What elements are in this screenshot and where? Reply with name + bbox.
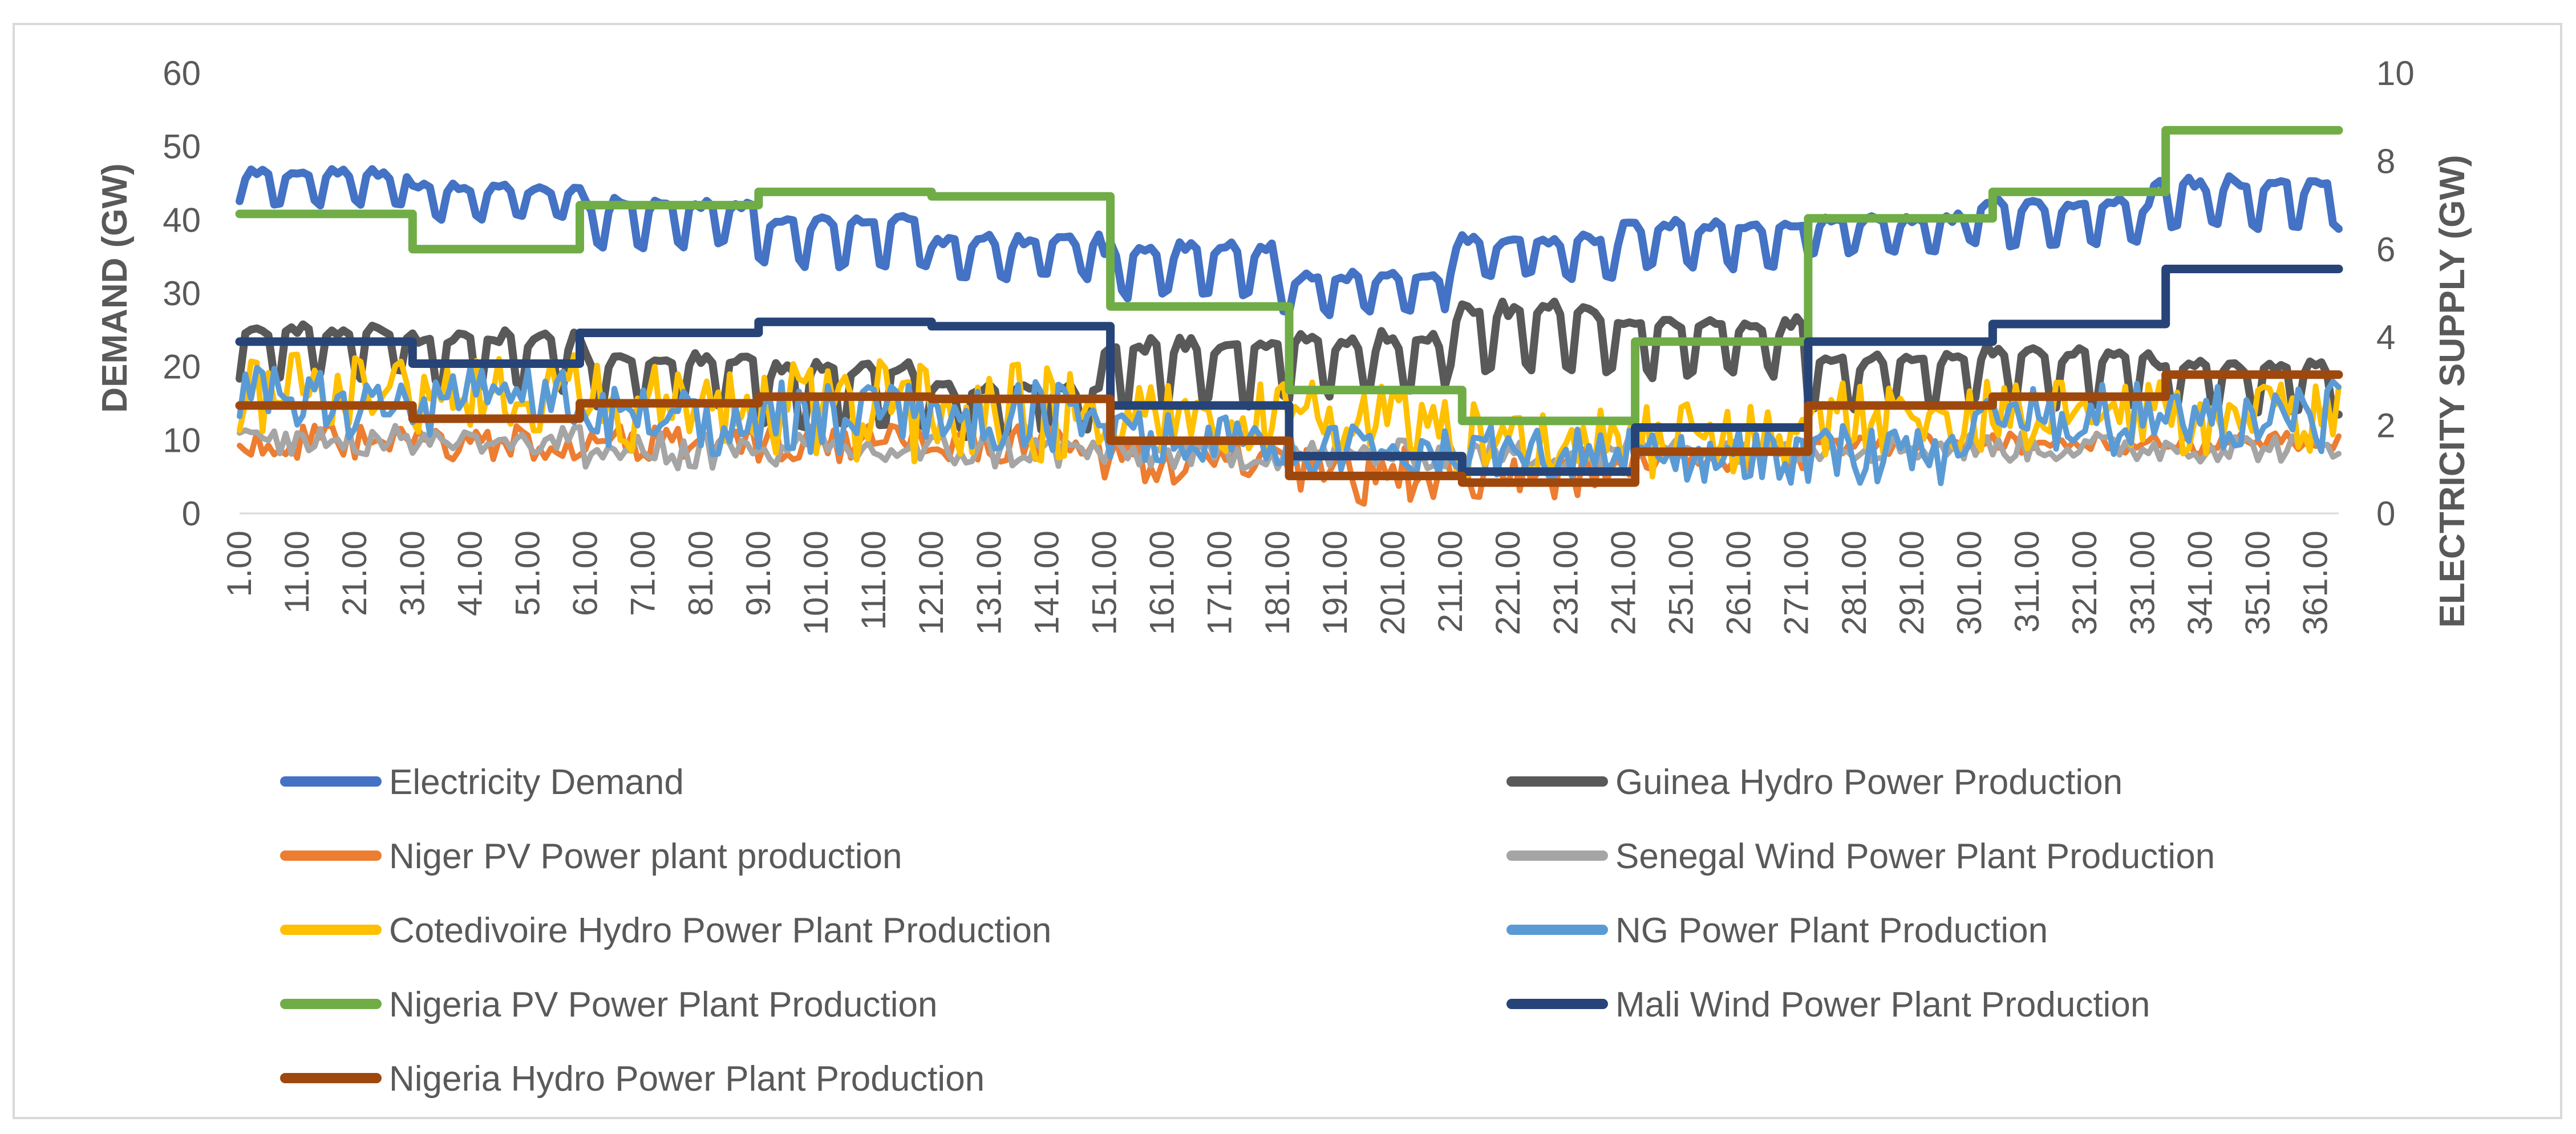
series-line-mali-wind-power-plant-production [235,265,2343,476]
x-tick-label: 161.00 [1143,530,1181,635]
y-left-tick-label: 30 [163,274,201,313]
series-line-nigeria-pv-power-plant-production [235,125,2343,426]
x-tick-label: 171.00 [1201,530,1239,635]
x-tick-label: 111.00 [854,530,893,630]
y-left-tick-label: 50 [163,128,201,166]
y-axis-left-title: DEMAND (GW) [95,163,135,412]
x-tick-label: 311.00 [2008,530,2046,633]
x-tick-label: 51.00 [508,530,546,616]
x-tick-label: 191.00 [1316,530,1354,635]
x-tick-label: 41.00 [451,530,489,616]
x-tick-label: 361.00 [2296,530,2335,635]
y-left-tick-label: 0 [182,495,201,533]
series-layer [235,125,2343,507]
y-left-tick-label: 60 [163,54,201,92]
x-tick-label: 131.00 [970,530,1008,635]
legend-label: Niger PV Power plant production [389,837,902,876]
series-line-guinea-hydro-power-production [236,297,2343,442]
x-tick-label: 151.00 [1085,530,1123,635]
x-tick-label: 341.00 [2181,530,2219,635]
legend-label: Nigeria PV Power Plant Production [389,985,937,1024]
x-tick-label: 31.00 [393,530,431,616]
legend-label: Mali Wind Power Plant Production [1615,985,2150,1024]
x-tick-label: 11.00 [278,530,316,614]
y-right-tick-label: 0 [2376,495,2395,533]
y-axis-right-title: ELECTRICITY SUPPLY (GW) [2433,155,2472,627]
y-left-tick-label: 20 [163,348,201,386]
legend-label: Senegal Wind Power Plant Production [1615,837,2215,876]
x-tick-label: 181.00 [1258,530,1297,635]
x-tick-label: 91.00 [739,530,777,616]
x-tick-label: 271.00 [1777,530,1816,635]
x-tick-label: 121.00 [912,530,950,635]
x-tick-label: 251.00 [1662,530,1700,635]
x-tick-label: 141.00 [1027,530,1066,635]
x-tick-label: 21.00 [335,530,374,616]
legend-label: Nigeria Hydro Power Plant Production [389,1059,985,1099]
x-tick-label: 231.00 [1546,530,1585,635]
x-tick-label: 321.00 [2065,530,2104,635]
x-tick-label: 71.00 [624,530,662,616]
legend-label: Cotedivoire Hydro Power Plant Production [389,911,1051,950]
x-tick-label: 201.00 [1374,530,1412,635]
x-tick-label: 261.00 [1720,530,1758,635]
y-right-tick-label: 10 [2376,54,2415,92]
y-right-tick-label: 8 [2376,142,2395,180]
x-tick-label: 61.00 [566,530,605,616]
x-tick-label: 81.00 [682,530,720,616]
x-tick-label: 211.00 [1431,530,1469,633]
y-left-tick-label: 40 [163,201,201,239]
y-right-tick-label: 4 [2376,318,2395,357]
x-tick-label: 1.00 [220,530,258,597]
y-left-tick-label: 10 [163,421,201,459]
x-tick-label: 301.00 [1950,530,1988,635]
axes-layer: DEMAND (GW) ELECTRICITY SUPPLY (GW) 0 10 2… [95,54,2472,635]
legend-label: Electricity Demand [389,763,684,802]
legend-label: Guinea Hydro Power Production [1615,763,2123,802]
x-tick-label: 351.00 [2238,530,2277,635]
x-tick-label: 291.00 [1893,530,1931,635]
x-tick-label: 241.00 [1604,530,1642,635]
x-tick-label: 281.00 [1835,530,1873,635]
x-tick-label: 331.00 [2123,530,2161,635]
y-right-tick-label: 6 [2376,230,2395,269]
x-tick-label: 101.00 [797,530,835,635]
legend-label: NG Power Plant Production [1615,911,2048,950]
x-tick-label: 221.00 [1489,530,1527,635]
y-right-tick-label: 2 [2376,407,2395,445]
series-line-nigeria-hydro-power-plant-production [235,370,2343,487]
legend: Electricity Demand Guinea Hydro Power Pro… [280,763,2215,1099]
